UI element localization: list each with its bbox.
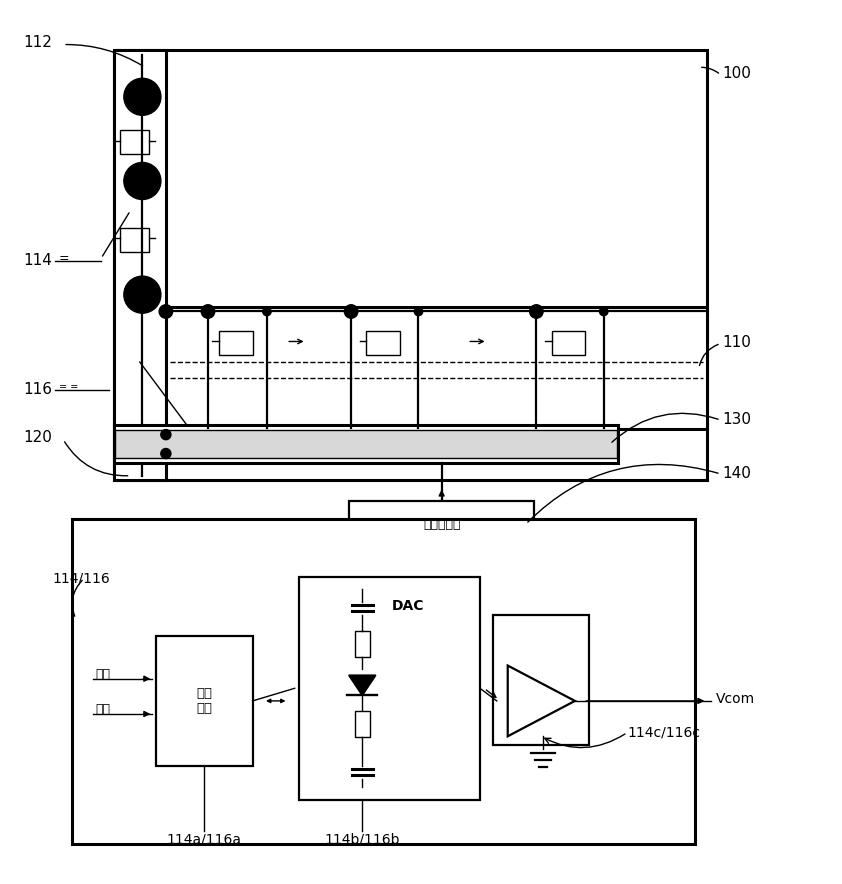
Polygon shape <box>349 675 376 696</box>
Bar <box>120 228 149 252</box>
Text: DAC: DAC <box>392 599 424 613</box>
Bar <box>166 308 707 430</box>
Circle shape <box>159 305 173 318</box>
Circle shape <box>124 79 161 115</box>
Bar <box>114 50 707 480</box>
Text: 114/116: 114/116 <box>52 571 110 585</box>
Circle shape <box>201 305 215 318</box>
Circle shape <box>202 306 214 317</box>
Bar <box>493 615 589 744</box>
Bar <box>219 332 253 355</box>
Bar <box>552 332 585 355</box>
Bar <box>366 332 400 355</box>
Text: 114a/116a: 114a/116a <box>167 833 242 846</box>
Bar <box>349 501 535 547</box>
Circle shape <box>161 448 171 459</box>
Text: 114c/116c: 114c/116c <box>627 726 701 740</box>
Circle shape <box>124 276 161 313</box>
Text: 数字
接口: 数字 接口 <box>196 687 212 715</box>
Circle shape <box>124 163 161 200</box>
Circle shape <box>600 308 608 316</box>
Bar <box>299 576 480 800</box>
Text: 120: 120 <box>24 431 52 446</box>
Text: 110: 110 <box>722 335 751 350</box>
Bar <box>120 131 149 154</box>
Text: 112: 112 <box>24 35 52 50</box>
Circle shape <box>530 305 543 318</box>
Bar <box>354 712 370 736</box>
Bar <box>72 520 695 843</box>
Text: 114b/116b: 114b/116b <box>324 833 400 846</box>
Circle shape <box>414 308 423 316</box>
Text: 输入: 输入 <box>95 668 110 681</box>
Text: 130: 130 <box>722 412 751 427</box>
Text: = =: = = <box>59 382 78 392</box>
Text: 140: 140 <box>722 466 751 481</box>
Circle shape <box>263 308 271 316</box>
Bar <box>114 425 618 463</box>
Text: 116: 116 <box>24 382 52 397</box>
Text: 100: 100 <box>722 65 751 80</box>
Text: Vcom: Vcom <box>716 692 754 706</box>
Circle shape <box>344 305 358 318</box>
Text: 时序控制器: 时序控制器 <box>423 518 461 530</box>
Bar <box>156 636 253 766</box>
Bar <box>115 431 616 458</box>
Text: =: = <box>59 252 70 265</box>
Bar <box>354 631 370 657</box>
Bar <box>114 50 166 480</box>
Circle shape <box>161 430 171 439</box>
Text: 114: 114 <box>24 254 52 269</box>
Text: 脉冲: 脉冲 <box>95 704 110 716</box>
